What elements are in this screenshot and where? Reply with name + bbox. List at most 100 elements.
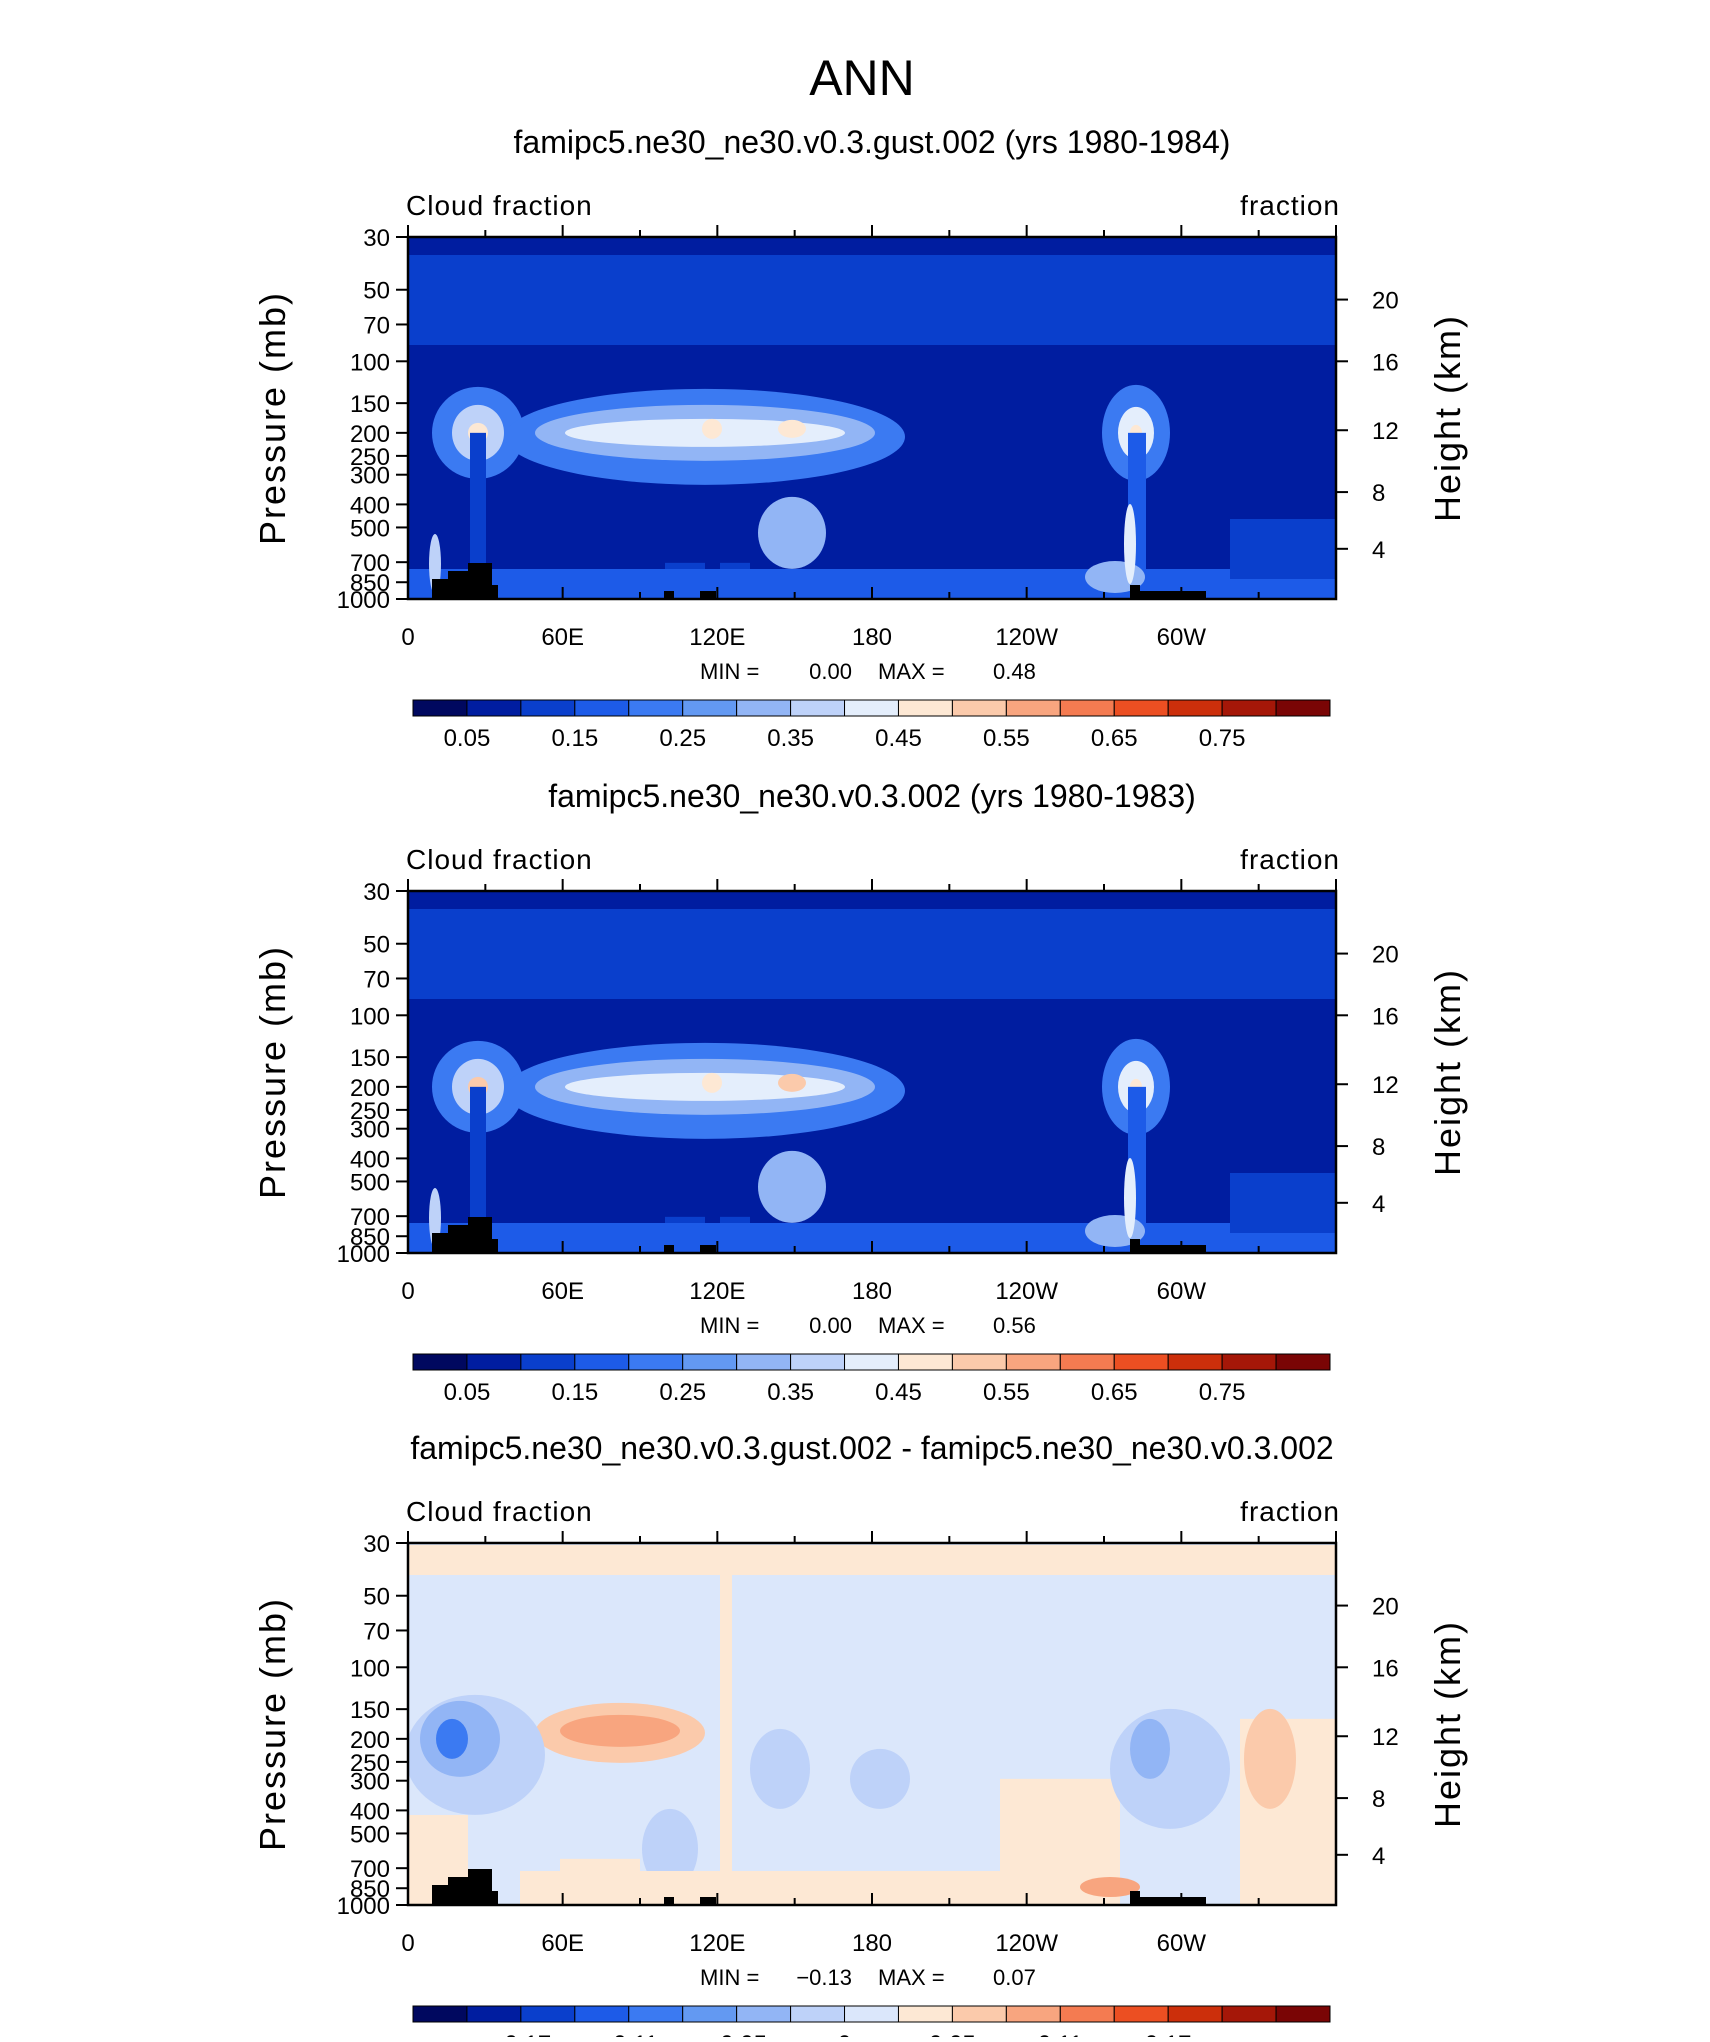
y-tick-label: 150	[350, 1045, 390, 1072]
x-tick-label: 120E	[689, 1930, 745, 1957]
colorbar-label: 0.45	[875, 725, 922, 752]
y-tick-label: 150	[350, 391, 390, 418]
y-right-tick-label: 8	[1372, 1786, 1385, 1813]
min-max-stats: MIN = −0.13 MAX = 0.07	[700, 1965, 1036, 1990]
colorbar-swatch	[574, 1353, 630, 1371]
y-tick-label: 250	[350, 444, 390, 471]
chart-panel-3: famipc5.ne30_ne30.v0.3.gust.002 - famipc…	[252, 1430, 1468, 2042]
contour-region	[1110, 1708, 1230, 1829]
contour-region	[1124, 1158, 1136, 1238]
x-tick-label: 120W	[995, 624, 1058, 651]
topography	[408, 563, 1206, 599]
y-right-tick-label: 4	[1372, 1843, 1385, 1870]
max-value: 0.07	[993, 1965, 1036, 1990]
contour-region	[520, 1871, 1120, 1905]
colorbar-swatch	[1167, 1353, 1223, 1371]
colorbar-swatch	[1005, 2005, 1061, 2023]
y-tick-label: 200	[350, 421, 390, 448]
colorbar-swatch	[844, 1353, 899, 1371]
figure-title: ANN	[809, 50, 915, 106]
min-max-stats: MIN = 0.00 MAX = 0.48	[700, 659, 1036, 684]
colorbar-swatch	[1059, 2005, 1115, 2023]
colorbar-swatch	[844, 2005, 899, 2023]
y-tick-label: 30	[363, 879, 390, 906]
y-right-tick-label: 16	[1372, 1003, 1399, 1030]
y-tick-label: 70	[363, 966, 390, 993]
y-tick-label: 50	[363, 1584, 390, 1611]
y-right-tick-label: 12	[1372, 1072, 1399, 1099]
colorbar-swatch	[1005, 1353, 1061, 1371]
colorbar-label: 0.65	[1091, 1379, 1138, 1406]
min-label: MIN =	[700, 1313, 759, 1338]
colorbar-label: 0.11	[1038, 2031, 1083, 2037]
y-tick-label: 400	[350, 492, 390, 519]
contour-region	[470, 432, 486, 599]
colorbar-label: 0.75	[1199, 725, 1246, 752]
colorbar-swatch	[682, 699, 738, 717]
colorbar-label: −0.05	[706, 2031, 767, 2037]
x-axis: 0 60E 120E 180 120W 60W	[401, 879, 1337, 1305]
min-label: MIN =	[700, 659, 759, 684]
colorbar-swatch	[1221, 1353, 1277, 1371]
colorbar-swatch	[520, 699, 576, 717]
y-tick-label: 250	[350, 1750, 390, 1777]
x-tick-label: 60E	[541, 624, 584, 651]
y-right-tick-label: 4	[1372, 537, 1385, 564]
y-tick-label: 70	[363, 1618, 390, 1645]
colorbar-swatch	[412, 699, 468, 717]
colorbar-swatch	[574, 2005, 630, 2023]
colorbar-swatch	[682, 1353, 738, 1371]
max-label: MAX =	[878, 659, 945, 684]
colorbar-label: 0.05	[929, 2031, 976, 2037]
contour-region	[1230, 1173, 1336, 1233]
panel-title: famipc5.ne30_ne30.v0.3.gust.002 - famipc…	[410, 1430, 1333, 1466]
colorbar-swatch	[1113, 2005, 1169, 2023]
contour-region	[1130, 1718, 1170, 1779]
colorbar-label: 0.25	[659, 1379, 706, 1406]
min-value: −0.13	[796, 1965, 852, 1990]
contour-region	[1124, 504, 1136, 584]
y-tick-label: 50	[363, 278, 390, 305]
y-tick-label: 100	[350, 1003, 390, 1030]
colorbar-swatch	[951, 1353, 1007, 1371]
colorbar-swatch	[1221, 2005, 1277, 2023]
colorbar-label: −0.17	[491, 2031, 552, 2037]
contour-region	[444, 1898, 476, 1905]
x-tick-label: 60E	[541, 1278, 584, 1305]
x-tick-label: 0	[401, 624, 414, 651]
y-axis-label: Pressure (mb)	[252, 945, 293, 1199]
colorbar-label: 0.45	[875, 1379, 922, 1406]
colorbar-label: 0.35	[767, 725, 814, 752]
colorbar: −0.17 −0.11 −0.05 0 0.05 0.11 0.17	[412, 2005, 1331, 2042]
y-right-tick-label: 12	[1372, 1724, 1399, 1751]
colorbar-label: 0.15	[551, 1379, 598, 1406]
colorbar-swatch	[520, 2005, 576, 2023]
contour-field	[408, 1543, 1336, 1905]
contour-field	[408, 237, 1336, 599]
colorbar-label: 0.15	[551, 725, 598, 752]
y-tick-label: 300	[350, 463, 390, 490]
left-string: Cloud fraction	[406, 1496, 593, 1527]
y-tick-label: 700	[350, 1856, 390, 1883]
colorbar-swatch	[628, 699, 684, 717]
chart-panel-2: famipc5.ne30_ne30.v0.3.002 (yrs 1980-198…	[252, 778, 1468, 1406]
y-tick-label: 1000	[337, 587, 390, 614]
contour-region	[778, 419, 806, 438]
y-tick-label: 300	[350, 1117, 390, 1144]
contour-region	[750, 1728, 810, 1809]
contour-region	[1000, 1778, 1120, 1905]
x-tick-label: 180	[852, 1930, 892, 1957]
y-right-tick-label: 4	[1372, 1191, 1385, 1218]
y-tick-label: 200	[350, 1075, 390, 1102]
contour-region	[436, 1718, 468, 1759]
y-right-tick-label: 16	[1372, 349, 1399, 376]
y-tick-label: 500	[350, 1169, 390, 1196]
colorbar-label: 0.55	[983, 1379, 1030, 1406]
y-tick-label: 500	[350, 515, 390, 542]
min-value: 0.00	[809, 1313, 852, 1338]
colorbar-swatch	[466, 2005, 522, 2023]
right-string: fraction	[1240, 844, 1340, 875]
